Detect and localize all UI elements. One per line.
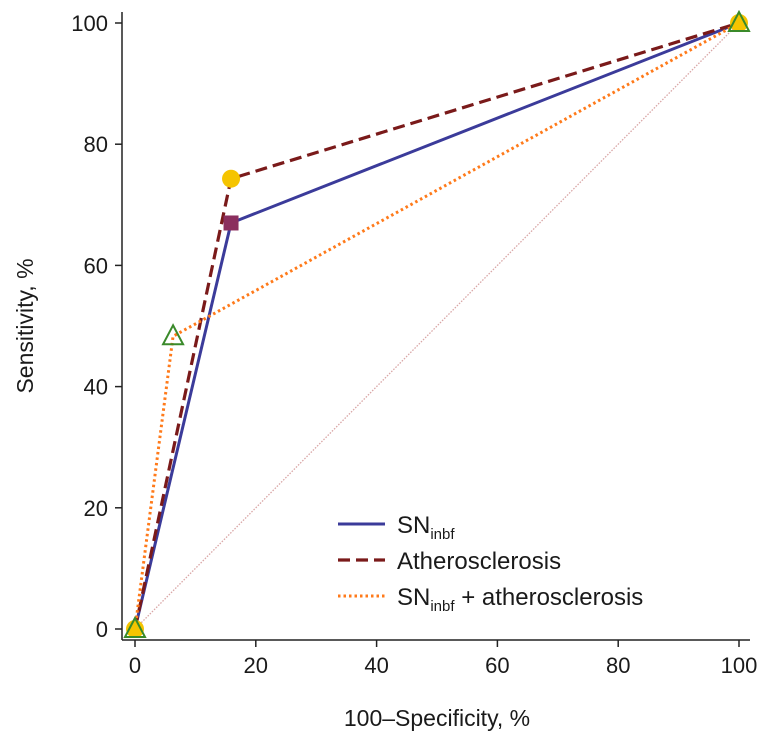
- y-tick-label: 40: [84, 375, 108, 400]
- y-tick-label: 100: [71, 11, 108, 36]
- x-tick-label: 0: [129, 653, 141, 678]
- y-tick-label: 60: [84, 253, 108, 278]
- y-ticks: 0 20 40 60 80 100: [71, 11, 122, 642]
- legend-label-1: SNinbf: [397, 512, 455, 543]
- series-markers: [123, 9, 751, 638]
- marker-series-1-point-2: [223, 215, 239, 231]
- x-axis-title: 100–Specificity, %: [344, 705, 530, 731]
- marker-series-2-point-2: [222, 169, 241, 188]
- legend-label-2: Atherosclerosis: [397, 548, 561, 575]
- marker-series-3-point-1: [123, 615, 147, 638]
- marker-series-3-point-2: [161, 323, 185, 346]
- x-tick-label: 100: [721, 653, 758, 678]
- plot-area: 0 20 40 60 80 100 0 20 40 60 80 100: [71, 9, 757, 678]
- x-tick-label: 60: [485, 653, 509, 678]
- x-tick-label: 40: [364, 653, 388, 678]
- y-axis-title: Sensitivity, %: [12, 258, 38, 393]
- legend-label-3: SNinbf + atherosclerosis: [397, 584, 643, 615]
- series-line-3: [133, 21, 740, 630]
- y-tick-label: 0: [96, 617, 108, 642]
- legend: SNinbf Atherosclerosis SNinbf + atheroscle…: [338, 512, 643, 615]
- x-ticks: 0 20 40 60 80 100: [129, 640, 757, 678]
- marker-series-3-point-3: [727, 9, 751, 32]
- y-tick-label: 20: [84, 496, 108, 521]
- x-tick-label: 20: [244, 653, 268, 678]
- x-tick-label: 80: [606, 653, 630, 678]
- y-tick-label: 80: [84, 132, 108, 157]
